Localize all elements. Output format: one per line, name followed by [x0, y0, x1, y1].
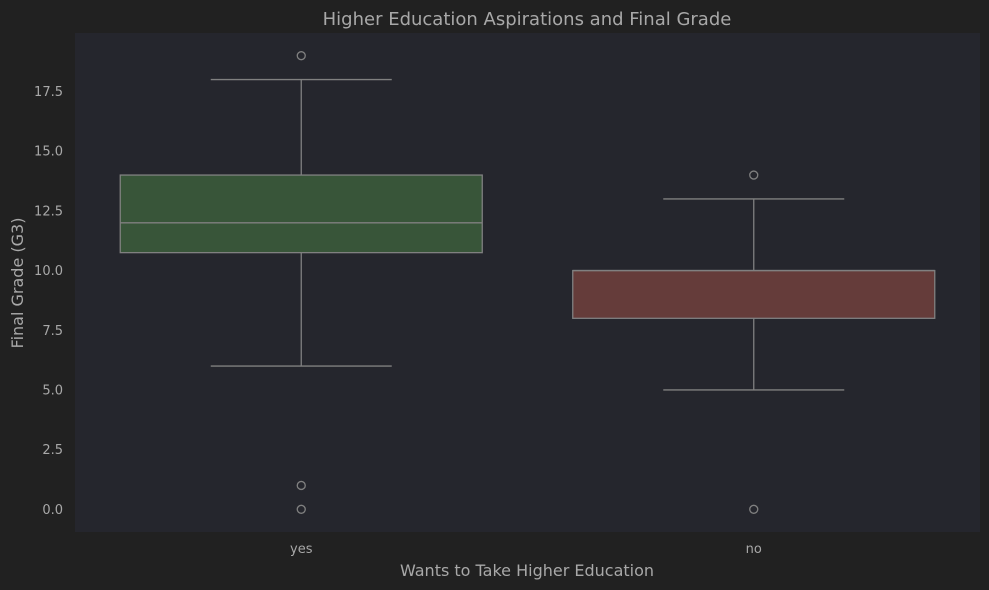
- outlier-point: [296, 504, 306, 514]
- y-tick-label: 2.5: [42, 443, 63, 458]
- outlier-point: [749, 170, 759, 180]
- y-axis-ticks: 0.0 2.5 5.0 7.5 10.0 12.5 15.0 17.5: [34, 85, 63, 518]
- y-axis-label: Final Grade (G3): [8, 218, 27, 349]
- y-tick-label: 0.0: [42, 503, 63, 518]
- y-tick-label: 17.5: [34, 85, 63, 100]
- x-tick-label: yes: [290, 542, 313, 557]
- y-tick-label: 15.0: [34, 145, 63, 160]
- iqr-box: [572, 269, 936, 319]
- outlier-point: [296, 51, 306, 61]
- outlier-point: [296, 480, 306, 491]
- x-axis-label: Wants to Take Higher Education: [400, 561, 654, 580]
- iqr-box: [119, 174, 483, 254]
- y-tick-label: 12.5: [34, 204, 63, 219]
- y-tick-label: 7.5: [42, 324, 63, 339]
- x-tick-label: no: [746, 542, 762, 557]
- box-no: [572, 170, 936, 514]
- box-yes: [119, 51, 483, 514]
- y-tick-label: 5.0: [42, 383, 63, 398]
- outlier-point: [749, 504, 759, 514]
- y-tick-label: 10.0: [34, 264, 63, 279]
- x-axis-ticks: yes no: [290, 542, 762, 557]
- box-series: [119, 51, 936, 514]
- chart-title: Higher Education Aspirations and Final G…: [323, 9, 732, 30]
